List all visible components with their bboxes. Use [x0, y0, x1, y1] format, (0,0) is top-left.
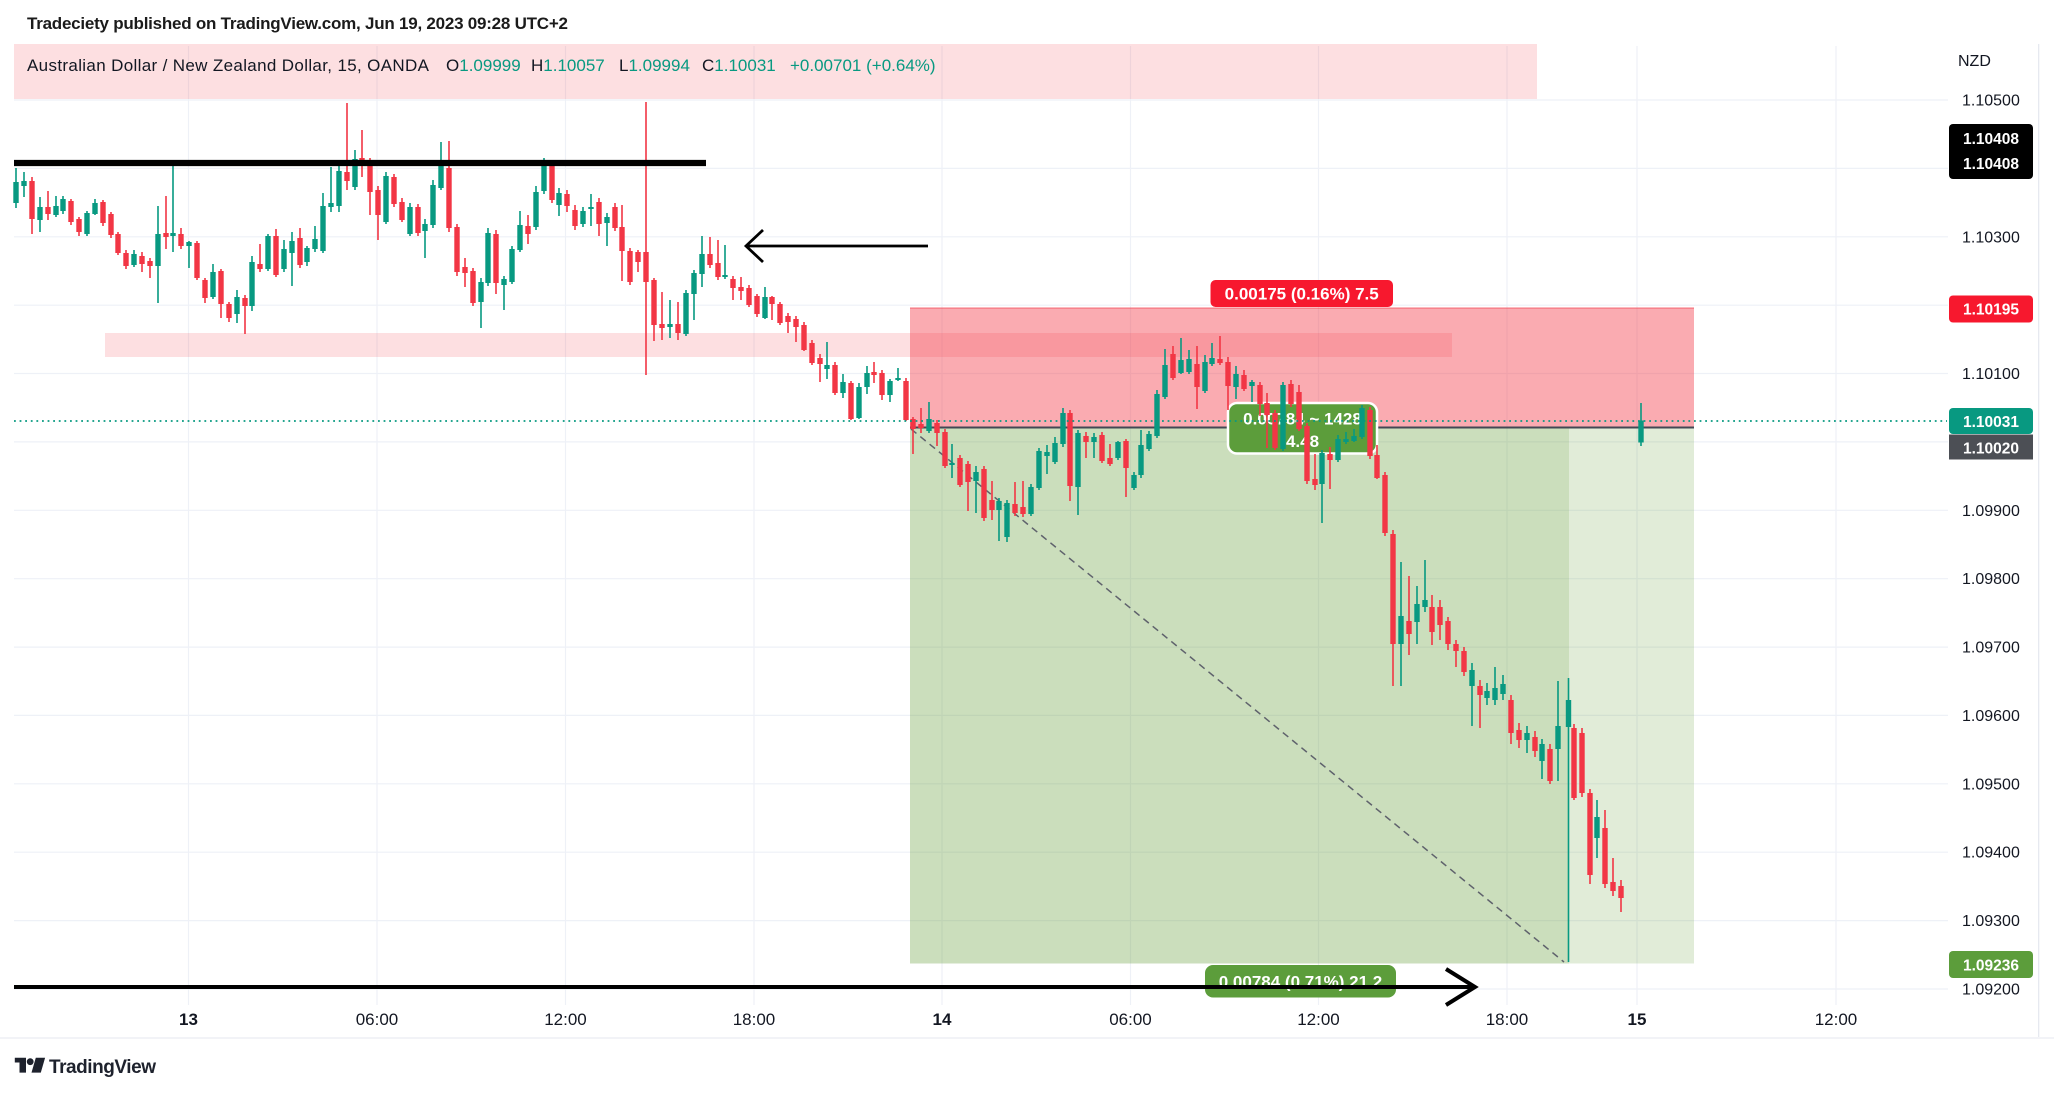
svg-text:Tradeciety published on Tradin: Tradeciety published on TradingView.com,…: [27, 14, 568, 33]
svg-text:1.10408: 1.10408: [1963, 156, 2019, 173]
svg-text:1.09600: 1.09600: [1962, 708, 2020, 725]
svg-text:1.10195: 1.10195: [1963, 302, 2019, 319]
svg-text:L1.09994: L1.09994: [619, 56, 690, 75]
svg-text:C1.10031: C1.10031: [702, 56, 776, 75]
svg-text:1.10500: 1.10500: [1962, 93, 2020, 110]
svg-text:1.09700: 1.09700: [1962, 640, 2020, 657]
svg-text:1.09300: 1.09300: [1962, 913, 2020, 930]
svg-text:1.10408: 1.10408: [1963, 131, 2019, 148]
svg-text:12:00: 12:00: [1297, 1010, 1340, 1029]
svg-text:1.10300: 1.10300: [1962, 229, 2020, 246]
svg-text:18:00: 18:00: [1486, 1010, 1529, 1029]
svg-text:13: 13: [179, 1010, 198, 1029]
svg-text:1.09236: 1.09236: [1963, 958, 2019, 975]
svg-text:1.10100: 1.10100: [1962, 366, 2020, 383]
svg-text:1.10031: 1.10031: [1963, 414, 2019, 431]
svg-text:1.10020: 1.10020: [1963, 441, 2019, 458]
svg-text:H1.10057: H1.10057: [531, 56, 605, 75]
svg-text:06:00: 06:00: [356, 1010, 399, 1029]
svg-text:+0.00701 (+0.64%): +0.00701 (+0.64%): [790, 56, 936, 75]
svg-text:TradingView: TradingView: [49, 1057, 156, 1078]
svg-text:18:00: 18:00: [733, 1010, 776, 1029]
svg-text:4.48: 4.48: [1286, 432, 1319, 451]
svg-text:0.00784 ~ 1428: 0.00784 ~ 1428: [1243, 410, 1362, 429]
svg-text:0.00175 (0.16%) 7.5: 0.00175 (0.16%) 7.5: [1225, 285, 1379, 304]
svg-text:1.09500: 1.09500: [1962, 776, 2020, 793]
svg-text:Australian Dollar / New Zealan: Australian Dollar / New Zealand Dollar, …: [27, 56, 430, 75]
svg-text:1.09900: 1.09900: [1962, 503, 2020, 520]
svg-text:14: 14: [933, 1010, 952, 1029]
svg-text:12:00: 12:00: [1815, 1010, 1858, 1029]
svg-text:1.09200: 1.09200: [1962, 982, 2020, 999]
svg-text:12:00: 12:00: [544, 1010, 587, 1029]
svg-text:15: 15: [1628, 1010, 1647, 1029]
svg-text:1.09800: 1.09800: [1962, 571, 2020, 588]
svg-text:NZD: NZD: [1958, 53, 1991, 70]
svg-text:O1.09999: O1.09999: [446, 56, 521, 75]
svg-text:06:00: 06:00: [1109, 1010, 1152, 1029]
svg-text:1.09400: 1.09400: [1962, 845, 2020, 862]
